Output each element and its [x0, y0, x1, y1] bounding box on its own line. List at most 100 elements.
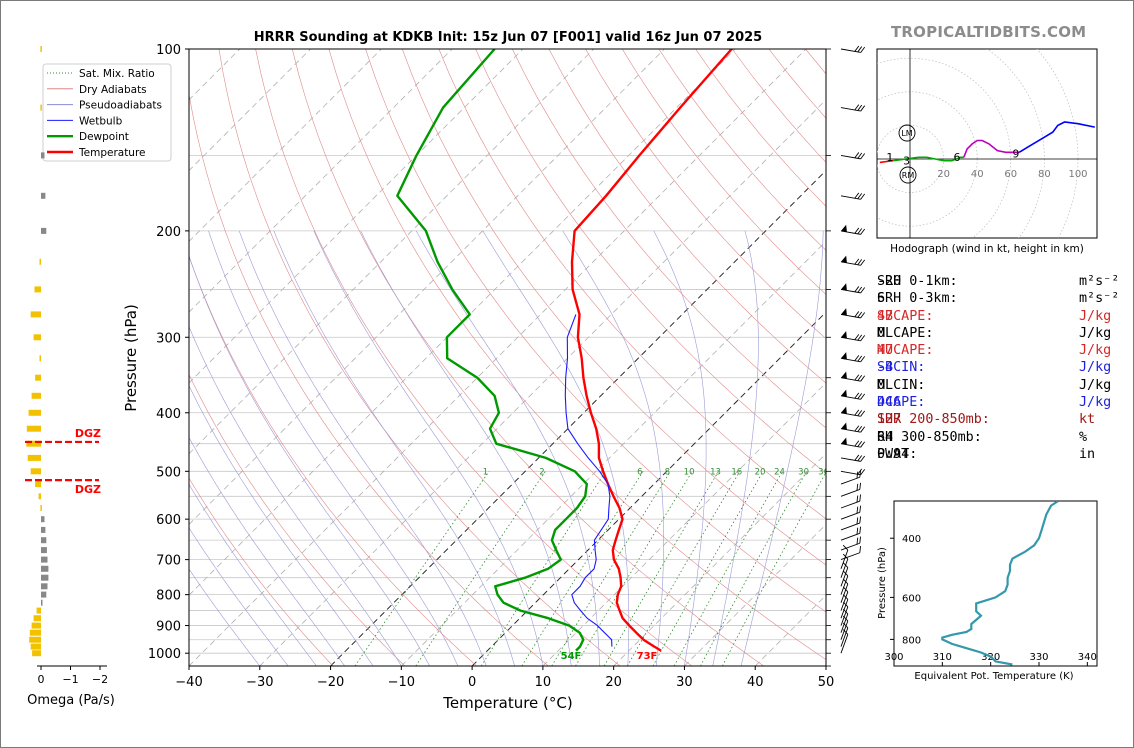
isotherm: [189, 49, 807, 666]
omega-bar: [41, 192, 46, 199]
wind-barb: [840, 608, 849, 633]
series-temperature: [570, 49, 733, 652]
x-tick-label: −30: [246, 675, 273, 690]
pseudoadiabat: [562, 230, 664, 666]
plot-frame: [188, 48, 827, 667]
pseudoadiabat: [653, 230, 707, 666]
mixing-ratio-label: 10: [684, 468, 695, 478]
mixing-ratio-line: [415, 471, 546, 666]
param-label: SHR 200-850mb:: [877, 412, 990, 428]
dry-adiabat: [402, 49, 826, 566]
hodograph-caption: Hodograph (wind in kt, height in km): [890, 243, 1084, 255]
series-dewpoint: [396, 49, 588, 652]
wind-barb: [840, 494, 862, 509]
wind-barb: [840, 104, 866, 112]
theta-e-x-tick-label: 310: [933, 652, 952, 663]
isotherm-highlight: [471, 311, 826, 666]
mixing-ratio-line: [652, 471, 764, 666]
y-tick-label: 700: [156, 554, 181, 569]
param-unit: J/kg: [1079, 377, 1112, 393]
dry-adiabat: [255, 49, 693, 666]
omega-bar: [40, 46, 42, 52]
dry-adiabat: [292, 49, 764, 666]
storm-motion-label: RM: [902, 171, 915, 180]
omega-panel: 0 −1 −2 DGZ DGZ: [25, 46, 108, 686]
x-tick-label: 20: [605, 675, 622, 690]
param-value: -4: [877, 360, 894, 376]
param-row: MLCAPE: 0 J/kg: [877, 325, 1127, 342]
wind-barb: [840, 308, 866, 319]
wind-barb: [840, 224, 866, 235]
dry-adiabat: [189, 255, 477, 666]
x-tick-label: 10: [535, 675, 552, 690]
omega-bar: [36, 607, 41, 614]
mixing-ratio-label: 6: [637, 468, 642, 478]
omega-bar: [40, 104, 42, 111]
omega-bar: [30, 468, 41, 475]
mixing-ratio-line: [700, 471, 807, 666]
theta-e-x-tick-label: 300: [884, 652, 903, 663]
omega-bar: [41, 526, 46, 533]
param-unit: J/kg: [1079, 308, 1112, 324]
param-unit: J/kg: [1079, 395, 1112, 411]
y-tick-label: 300: [156, 331, 181, 346]
omega-bar: [27, 454, 41, 461]
hodograph-trace: [879, 159, 894, 164]
mixing-ratio-label: 8: [665, 468, 670, 478]
theta-e-profile: [941, 501, 1059, 666]
param-label: MLCIN:: [877, 377, 926, 393]
hodograph-trace: [963, 139, 1020, 158]
parameter-table: SRH 0-1km: -20 m²s⁻² SRH 0-3km: 6 m²s⁻² SBCAPE…: [877, 273, 1127, 463]
param-unit: in: [1079, 446, 1096, 462]
param-value: 6: [877, 291, 886, 307]
mixing-ratio-line: [551, 471, 671, 666]
storm-motion-marker: [899, 166, 917, 184]
param-value: 127: [877, 412, 902, 428]
hodograph-trace: [893, 156, 964, 162]
dgz-label: DGZ: [75, 427, 101, 440]
param-row: SBCIN: -4 J/kg: [877, 359, 1127, 376]
mixing-ratio-label: 30: [798, 468, 809, 478]
param-value: 64: [877, 429, 894, 445]
pseudoadiabat: [189, 385, 374, 666]
dgz-label: DGZ: [75, 483, 101, 496]
omega-axis-label: Omega (Pa/s): [27, 693, 115, 708]
hodograph-ring-label: 60: [1004, 169, 1017, 180]
isotherm: [401, 240, 826, 666]
omega-bar: [41, 574, 49, 581]
omega-bar: [38, 493, 41, 500]
theta-e-frame: [893, 500, 1098, 667]
wind-barb: [840, 516, 862, 531]
theta-e-x-tick-label: 340: [1078, 652, 1097, 663]
omega-bar: [31, 392, 41, 399]
mixing-ratio-line: [480, 471, 607, 666]
param-unit: m²s⁻²: [1079, 274, 1120, 289]
pseudoadiabat: [415, 230, 600, 666]
omega-bar: [41, 591, 47, 598]
y-tick-label: 100: [156, 43, 181, 58]
dry-adiabat: [438, 49, 826, 520]
hodograph-height-label: 3: [903, 154, 910, 167]
omega-bar: [41, 227, 47, 234]
omega-bar: [28, 409, 41, 416]
mixing-ratio-label: 20: [755, 468, 766, 478]
pseudoadiabat: [313, 230, 544, 666]
pseudoadiabat: [189, 325, 402, 666]
param-label: SBCIN:: [877, 360, 926, 376]
theta-e-y-tick-label: 400: [902, 534, 921, 545]
param-unit: %: [1079, 429, 1088, 445]
x-tick-label: −20: [317, 675, 344, 690]
legend-label: Dewpoint: [79, 131, 129, 143]
x-tick-label: 50: [818, 675, 835, 690]
wind-barb: [840, 454, 866, 462]
surface-temperature-label: 73F: [637, 651, 658, 662]
wind-barb: [840, 629, 849, 654]
dry-adiabat: [512, 49, 826, 429]
dry-adiabat: [328, 49, 826, 660]
mixing-ratio-label: 36: [818, 468, 829, 478]
omega-bar: [32, 650, 41, 657]
dry-adiabat: [548, 49, 826, 384]
mixing-ratio-label: 24: [774, 468, 785, 478]
omega-tick-label: −1: [62, 673, 78, 686]
wind-barb: [840, 505, 862, 520]
